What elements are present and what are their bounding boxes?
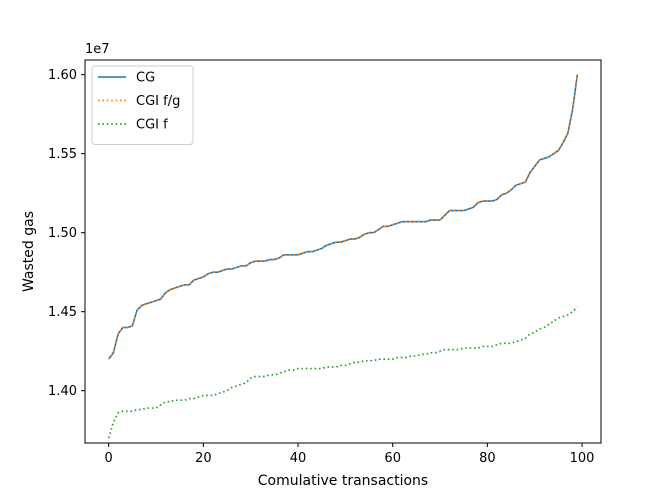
legend: CG CGI f/g CGI f — [91, 65, 194, 145]
x-tick-label: 60 — [384, 451, 401, 466]
x-tick-label: 100 — [570, 451, 595, 466]
y-axis-label: Wasted gas — [21, 211, 37, 292]
x-tick-label: 0 — [105, 451, 113, 466]
legend-label-2: CGI f — [136, 118, 168, 133]
y-tick-label: 1.60 — [48, 68, 77, 83]
x-tick-label: 20 — [195, 451, 212, 466]
legend-box — [91, 65, 194, 145]
legend-label-1: CGI f/g — [136, 94, 180, 109]
y-tick-label: 1.45 — [48, 305, 77, 320]
legend-label-0: CG — [136, 71, 155, 86]
y-axis-ticks: 1.40 1.45 1.50 1.55 1.60 — [48, 68, 85, 399]
plot-lines — [107, 74, 579, 439]
series-line-1 — [107, 74, 579, 360]
y-tick-label: 1.40 — [48, 384, 77, 399]
x-tick-label: 40 — [290, 451, 307, 466]
y-tick-label: 1.50 — [48, 226, 77, 241]
axes-frame — [84, 59, 602, 444]
x-axis-ticks: 0 20 40 60 80 100 — [105, 443, 595, 466]
y-axis-offset-label: 1e7 — [85, 42, 110, 57]
x-tick-label: 80 — [479, 451, 496, 466]
y-tick-label: 1.55 — [48, 147, 77, 162]
x-axis-label: Comulative transactions — [258, 473, 428, 489]
